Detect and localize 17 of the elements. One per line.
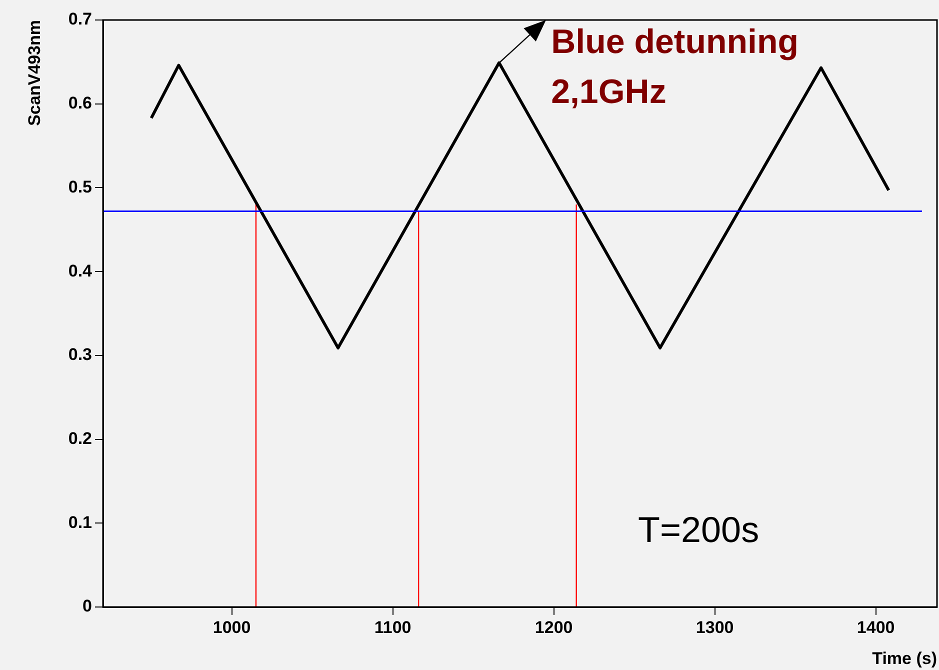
x-axis-title: Time (s) xyxy=(872,649,937,668)
y-tick-label: 0.5 xyxy=(68,177,92,196)
annotation: T=200s xyxy=(638,509,760,550)
y-tick-label: 0.4 xyxy=(68,261,93,280)
annotation: Blue detunning 2,1GHz xyxy=(551,22,798,111)
x-tick-label: 1100 xyxy=(374,618,412,637)
x-tick-label: 1300 xyxy=(696,618,734,637)
y-tick-label: 0 xyxy=(82,596,92,616)
y-tick-label: 0.7 xyxy=(68,10,92,29)
y-tick-label: 0.2 xyxy=(68,428,92,448)
x-tick-label: 1400 xyxy=(856,618,895,637)
y-tick-label: 0.6 xyxy=(68,94,92,113)
y-tick-label: 0.1 xyxy=(68,512,92,532)
y-axis-title: ScanV493nm xyxy=(25,20,44,126)
y-tick-label: 0.3 xyxy=(68,345,92,364)
x-tick-label: 1200 xyxy=(534,618,573,637)
x-tick-label: 1000 xyxy=(212,618,251,637)
